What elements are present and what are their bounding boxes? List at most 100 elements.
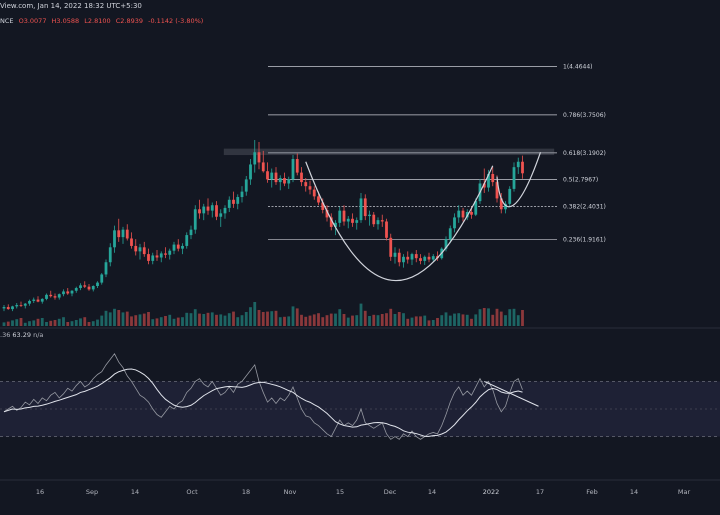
high-value: H3.0588 — [51, 17, 80, 25]
volume-bar — [474, 314, 478, 326]
candle-body — [499, 198, 503, 210]
volume-bar — [227, 313, 231, 326]
candle-body — [164, 253, 167, 255]
volume-bar — [15, 319, 19, 326]
candle-body — [393, 252, 397, 257]
candle-body — [308, 186, 312, 190]
candle-body — [427, 256, 431, 260]
fib-label: 0.786(3.7506) — [563, 112, 606, 119]
volume-bar — [32, 320, 36, 326]
volume-bar — [206, 312, 210, 326]
candle-body — [66, 291, 70, 294]
x-axis: 16 Sep 14 Oct 18 Nov 15 Dec 14 2022 17 Feb 14 Mar — [36, 488, 691, 496]
volume-bar — [142, 313, 146, 326]
candle-body — [74, 288, 78, 291]
volume-bar — [66, 322, 70, 326]
x-axis-tick-label: Nov — [284, 488, 297, 496]
x-axis-tick-label: 14 — [428, 488, 436, 496]
candle-body — [457, 210, 461, 218]
volume-bar — [359, 303, 363, 326]
volume-bar — [176, 317, 180, 326]
candle-body — [448, 228, 452, 240]
volume-bar — [117, 310, 121, 326]
candle-body — [453, 217, 456, 229]
candle-body — [185, 235, 189, 246]
volume-bar — [236, 317, 240, 326]
candle-body — [87, 286, 91, 290]
rsi-legend: .36 63.29 n/a — [0, 331, 43, 339]
candle-body — [300, 172, 303, 183]
candle-body — [244, 179, 248, 192]
volume-bar — [334, 313, 337, 326]
candle-body — [317, 196, 320, 203]
candle-body — [431, 256, 435, 260]
volume-bar — [278, 317, 282, 326]
volume-bar — [508, 309, 512, 326]
candle-body — [363, 198, 367, 217]
volume-bar — [62, 317, 65, 326]
volume-bar — [355, 315, 359, 326]
handle-curve — [496, 152, 542, 208]
x-axis-tick-label: Dec — [384, 488, 397, 496]
volume-bar — [202, 314, 206, 326]
volume-bar — [23, 322, 27, 326]
volume-bar — [368, 316, 371, 326]
candle-body — [329, 217, 333, 227]
volume-bar — [512, 308, 516, 326]
candle-body — [402, 256, 405, 263]
volume-bar — [79, 318, 82, 326]
volume-bar — [223, 315, 227, 326]
volume-bar — [342, 314, 346, 326]
volume-bar — [487, 308, 490, 326]
volume-bar — [470, 318, 473, 326]
candle-body — [236, 197, 240, 204]
volume-bar — [444, 312, 448, 326]
volume-bar — [36, 318, 40, 326]
volume-bar — [45, 322, 48, 326]
volume-bar — [219, 314, 223, 326]
volume-bar — [168, 314, 172, 326]
candle-body — [159, 253, 163, 258]
candle-body — [504, 203, 507, 210]
change-value: -0.1142 (-3.80%) — [148, 17, 204, 25]
chart-header: View.com, Jan 14, 2022 18:32 UTC+5:30 — [0, 2, 142, 10]
candle-body — [385, 221, 388, 238]
candle-body — [338, 210, 342, 223]
candle-body — [287, 179, 291, 184]
volume-bar — [244, 312, 248, 326]
volume-bar — [376, 315, 380, 326]
volume-bar — [380, 314, 384, 326]
volume-bar — [427, 320, 431, 326]
candle-body — [117, 230, 121, 238]
candle-body — [261, 162, 265, 172]
rsi-length: .36 — [0, 331, 11, 339]
fib-label: 0.382(2.4031) — [563, 203, 606, 210]
candle-body — [223, 207, 227, 214]
candle-body — [62, 291, 65, 295]
x-axis-tick-label: 14 — [630, 488, 638, 496]
candle-body — [410, 254, 414, 260]
candle-body — [57, 294, 61, 298]
candle-body — [351, 218, 354, 223]
volume-bar — [283, 316, 286, 326]
volume-bar — [249, 307, 252, 326]
candle-body — [147, 254, 150, 261]
ohlc-legend: NCE O3.0077 H3.0588 L2.8100 C2.8939 -0.1… — [0, 17, 206, 25]
candle-body — [487, 173, 490, 188]
volume-bar — [261, 312, 265, 326]
volume-bar — [172, 318, 176, 326]
candle-body — [474, 201, 478, 215]
volume-bar — [516, 315, 520, 326]
volume-bar — [232, 311, 235, 326]
volume-bar — [113, 308, 116, 326]
candle-body — [189, 229, 193, 236]
candle-body — [155, 255, 159, 258]
volume-bar — [504, 315, 507, 326]
volume-bar — [465, 314, 469, 326]
volume-bar — [151, 319, 155, 326]
volume-bar — [453, 313, 456, 326]
volume-bar — [96, 319, 99, 326]
candle-body — [423, 256, 427, 261]
candle-body — [266, 171, 269, 180]
